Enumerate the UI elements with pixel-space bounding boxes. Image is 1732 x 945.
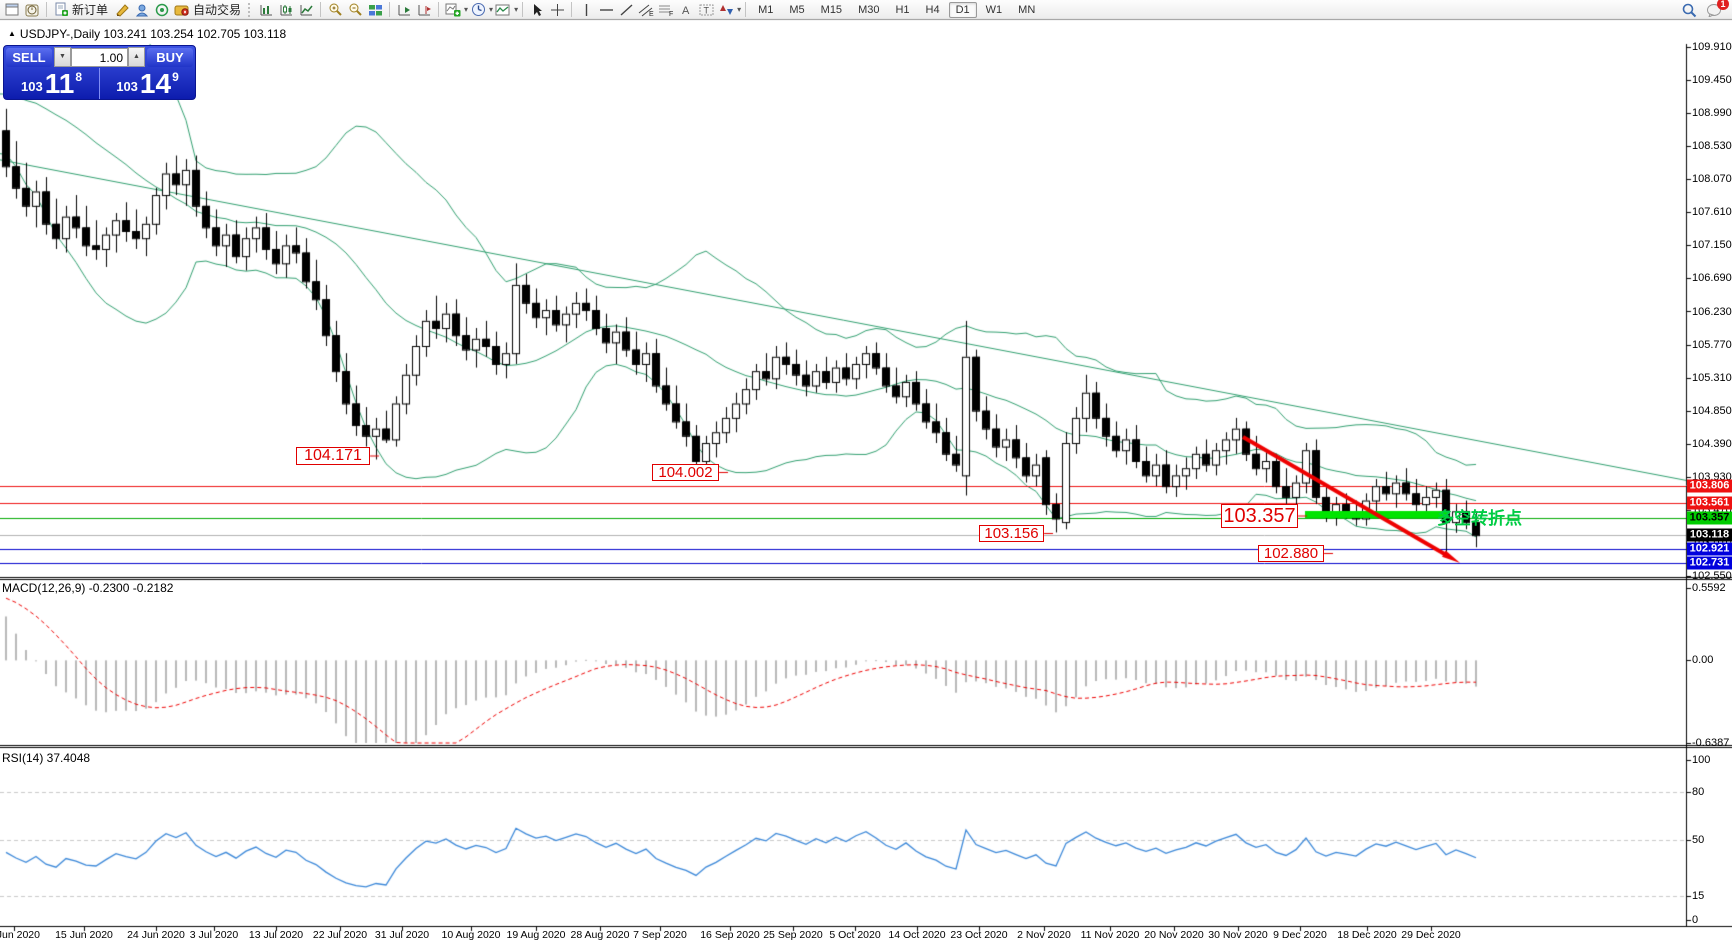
sell-price-small: 103 [21,79,43,94]
date-axis-label: 5 Jun 2020 [0,929,40,941]
price-axis-label: 105.770 [1692,338,1732,351]
price-axis-label: 108.530 [1692,140,1732,153]
indicator-axis-label: 100 [1692,754,1711,766]
price-tag: 103.806 [1687,479,1732,493]
indicator-axis-label: 0.00 [1692,654,1714,666]
date-axis-label: 22 Jul 2020 [312,929,368,941]
price-axis-label: 104.850 [1692,404,1732,417]
indicator-axis-label: 15 [1692,890,1705,902]
one-click-trading-panel: SELL ▼ 1.00 ▲ BUY 103 11 8 103 14 9 [3,45,196,100]
price-tag: 103.561 [1687,496,1732,510]
buy-price[interactable]: 103 14 9 [100,68,195,99]
buy-price-big: 14 [139,68,172,99]
price-callout-label[interactable]: 104.002 [652,464,719,481]
date-axis-label: 29 Dec 2020 [1401,929,1461,941]
chart-title-text: USDJPY-,Daily 103.241 103.254 102.705 10… [19,27,287,41]
buy-button[interactable]: BUY [147,47,193,67]
date-axis-label: 31 Jul 2020 [374,929,430,941]
price-axis-label: 109.910 [1692,41,1732,53]
date-axis-label: 9 Dec 2020 [1273,929,1327,941]
indicator-axis-label: -0.6387 [1692,737,1730,749]
date-axis-label: 24 Jun 2020 [127,929,185,941]
indicator-axis-label: 0.5592 [1692,582,1726,594]
price-axis-label: 107.610 [1692,206,1732,219]
date-axis-label: 19 Aug 2020 [506,929,566,941]
price-callout-label[interactable]: 103.156 [979,525,1044,542]
volume-decrease-button[interactable]: ▼ [54,47,71,67]
chart-title: ▲ USDJPY-,Daily 103.241 103.254 102.705 1… [8,27,286,41]
price-axis-label: 106.690 [1692,272,1732,285]
price-axis-label: 108.070 [1692,173,1732,186]
price-axis-label: 109.450 [1692,74,1732,87]
macd-label: MACD(12,26,9) -0.2300 -0.2182 [2,581,174,595]
date-axis-label: 23 Oct 2020 [950,929,1008,941]
sell-price-sup: 8 [75,70,82,84]
price-axis-label: 102.550 [1692,570,1732,582]
buy-price-sup: 9 [172,70,179,84]
price-callout-label[interactable]: 102.880 [1258,545,1324,562]
turning-point-annotation[interactable]: 多空转折点 [1437,509,1522,528]
indicator-axis-label: 0 [1692,914,1699,926]
date-axis-label: 2 Nov 2020 [1017,929,1071,941]
date-axis-label: 13 Jul 2020 [248,929,304,941]
price-axis-label: 108.990 [1692,107,1732,120]
price-tag: 103.357 [1687,511,1732,525]
date-axis-label: 16 Sep 2020 [700,929,760,941]
date-axis-label: 10 Aug 2020 [441,929,501,941]
date-axis-label: 20 Nov 2020 [1144,929,1204,941]
buy-price-small: 103 [116,79,138,94]
sell-price[interactable]: 103 11 8 [4,68,100,99]
price-tag: 102.921 [1687,542,1732,556]
volume-increase-button[interactable]: ▲ [128,47,145,67]
rsi-label: RSI(14) 37.4048 [2,751,91,765]
indicator-axis-label: 80 [1692,786,1705,798]
date-axis-label: 7 Sep 2020 [633,929,687,941]
date-axis-label: 25 Sep 2020 [763,929,823,941]
price-callout-label[interactable]: 103.357 [1221,504,1298,528]
volume-input[interactable]: 1.00 [71,47,128,67]
sell-button[interactable]: SELL [6,47,52,67]
price-axis-label: 107.150 [1692,239,1732,252]
price-tag: 102.731 [1687,556,1732,570]
date-axis-label: 14 Oct 2020 [888,929,946,941]
date-axis-label: 15 Jun 2020 [55,929,113,941]
date-axis-label: 3 Jul 2020 [189,929,239,941]
symbol-marker-icon: ▲ [8,29,16,38]
date-axis-label: 5 Oct 2020 [829,929,881,941]
date-axis-label: 18 Dec 2020 [1337,929,1397,941]
sell-price-big: 11 [44,68,75,99]
price-axis-label: 105.310 [1692,371,1732,384]
date-axis-label: 28 Aug 2020 [570,929,630,941]
price-axis-label: 106.230 [1692,305,1732,318]
price-tag: 103.118 [1687,528,1732,542]
indicator-axis-label: 50 [1692,834,1705,846]
date-axis-label: 30 Nov 2020 [1208,929,1268,941]
price-axis-label: 104.390 [1692,437,1732,450]
date-axis-label: 11 Nov 2020 [1080,929,1140,941]
price-callout-label[interactable]: 104.171 [296,447,370,465]
